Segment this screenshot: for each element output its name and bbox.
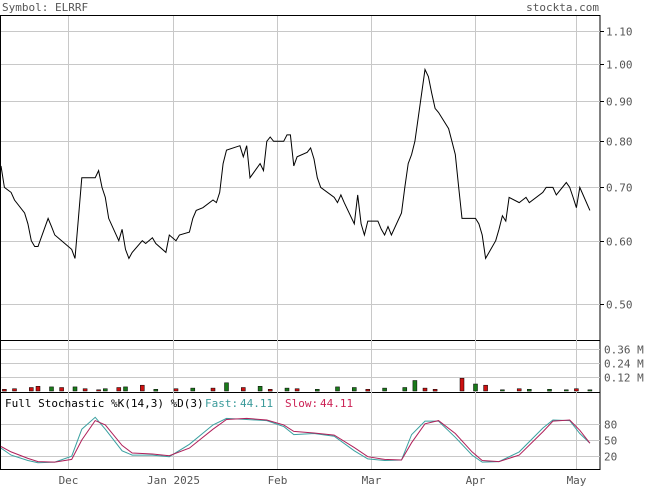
volume-bar — [59, 387, 64, 392]
price-tick-label: 1.10 — [606, 26, 633, 39]
volume-bar — [173, 388, 179, 392]
grid-lines — [1, 16, 604, 469]
volume-bar — [402, 387, 408, 392]
volume-bar — [224, 382, 229, 392]
price-panel — [0, 67, 591, 260]
x-tick-label: Jan 2025 — [147, 474, 200, 486]
volume-tick-label: 0.36 M — [604, 344, 644, 357]
slow-legend-label: Slow: — [285, 397, 318, 410]
volume-bar — [284, 387, 290, 392]
price-tick-label: 0.70 — [606, 182, 633, 195]
brand-label[interactable]: stockta.com — [526, 1, 599, 14]
fast-legend-label: Fast: — [205, 397, 238, 410]
x-tick-label: Apr — [466, 474, 486, 486]
volume-bar — [153, 389, 159, 392]
volume-bar — [12, 388, 17, 392]
volume-bar — [294, 388, 300, 392]
volume-tick-label: 0.12 M — [604, 372, 644, 385]
volume-bar — [35, 386, 41, 392]
volume-bar — [315, 389, 320, 392]
x-tick-label: May — [567, 474, 587, 486]
volume-bar — [422, 387, 428, 392]
volume-bar — [103, 388, 108, 392]
volume-bar — [2, 389, 7, 392]
x-tick-label: Dec — [59, 474, 79, 486]
volume-bar — [116, 387, 122, 392]
stochastic-fast-line — [0, 416, 591, 464]
volume-bar — [335, 386, 340, 392]
price-tick-label: 0.90 — [606, 96, 633, 109]
stochastic-panel — [0, 416, 591, 464]
fast-legend-value: 44.11 — [240, 397, 273, 410]
volume-bar — [123, 386, 128, 392]
stochastic-tick-label: 50 — [604, 435, 617, 448]
stochastic-slow-line — [0, 417, 591, 463]
volume-bar — [29, 387, 34, 392]
stochastic-tick-label: 20 — [604, 451, 617, 464]
volume-bar — [352, 387, 357, 392]
price-tick-label: 0.60 — [606, 236, 633, 249]
volume-bar — [564, 389, 569, 392]
volume-bar — [473, 383, 478, 392]
slow-legend-value: 44.11 — [320, 397, 353, 410]
volume-bar — [257, 386, 263, 392]
volume-bar — [72, 386, 78, 392]
volume-tick-label: 0.24 M — [604, 358, 644, 371]
volume-bar — [574, 388, 579, 392]
volume-bar — [527, 389, 532, 392]
volume-bar — [547, 389, 552, 392]
volume-bar — [241, 387, 246, 392]
x-tick-label: Mar — [362, 474, 382, 486]
volume-bar — [140, 384, 145, 392]
volume-bar — [412, 380, 418, 392]
volume-bar — [483, 384, 488, 392]
volume-bar — [459, 377, 465, 392]
volume-panel — [2, 377, 593, 392]
axis-labels: Dec Jan 2025 Feb Mar Apr May 1.10 1.00 0.90 0.80 0… — [59, 26, 645, 488]
volume-bar — [267, 389, 273, 392]
volume-bar — [500, 389, 505, 392]
price-tick-label: 0.50 — [606, 299, 633, 312]
volume-bar — [516, 388, 522, 392]
volume-bar — [49, 386, 54, 392]
price-tick-label: 1.00 — [606, 59, 633, 72]
symbol-label: Symbol: ELRRF — [2, 1, 88, 14]
volume-bar — [587, 389, 593, 392]
volume-bar — [82, 388, 88, 392]
volume-bar — [382, 387, 387, 392]
volume-bar — [190, 387, 196, 392]
volume-bar — [365, 389, 371, 392]
price-tick-label: 0.80 — [606, 136, 633, 149]
price-line — [0, 67, 591, 260]
outer-border — [0, 15, 601, 470]
volume-bar — [210, 387, 216, 392]
x-tick-label: Feb — [268, 474, 288, 486]
chart-frame — [0, 15, 601, 470]
stochastic-title: Full Stochastic %K(14,3) %D(3) — [5, 397, 204, 410]
volume-bar — [432, 389, 438, 392]
volume-bar — [96, 389, 101, 392]
stochastic-tick-label: 80 — [604, 419, 617, 432]
